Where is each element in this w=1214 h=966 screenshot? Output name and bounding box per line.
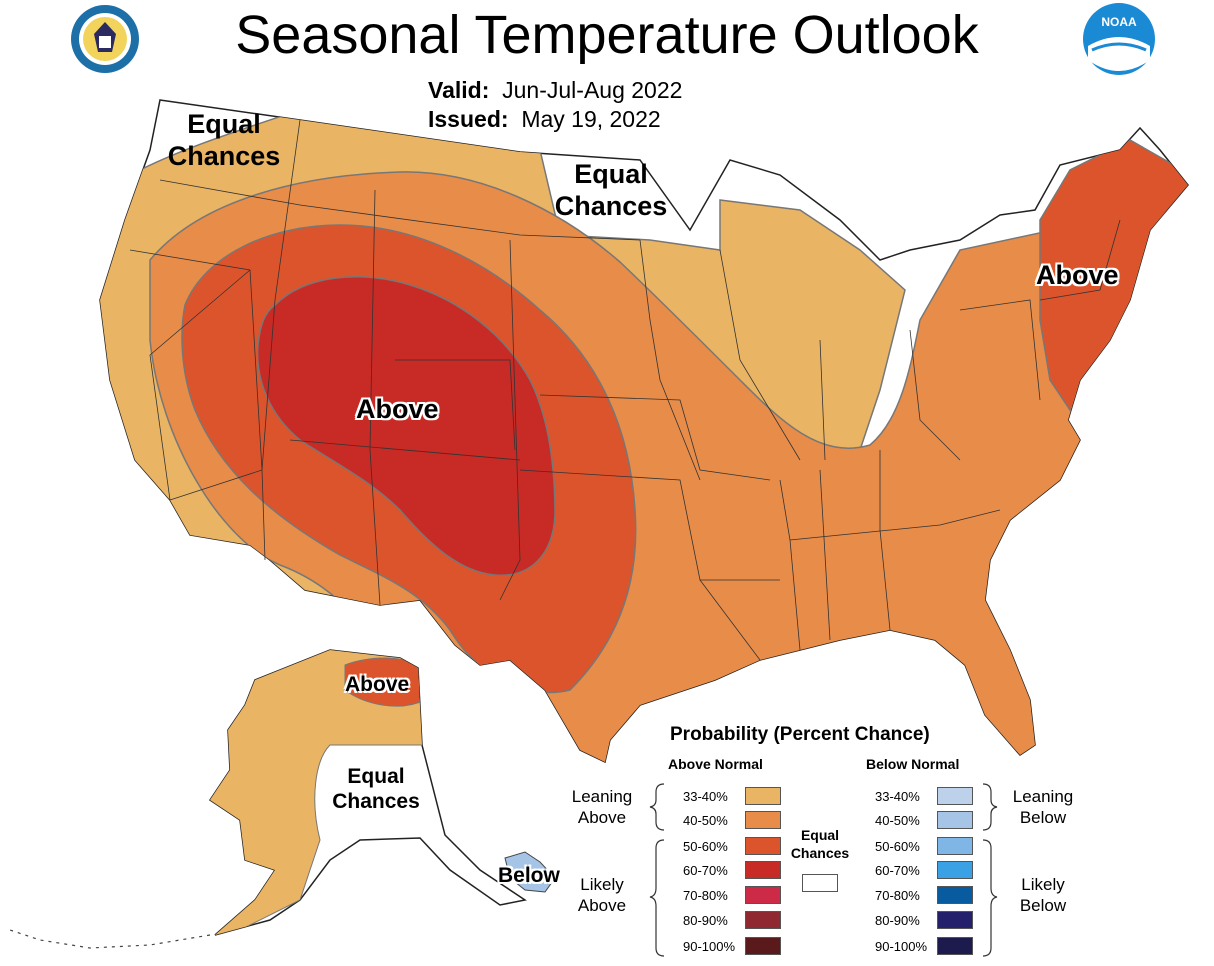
legend-leaning-below-label: Leaning Below xyxy=(1012,787,1074,827)
legend-title: Probability (Percent Chance) xyxy=(670,724,930,745)
legend-likely-below-label: Likely Below xyxy=(1019,875,1067,915)
alaska-below-islands xyxy=(504,851,556,893)
valid-line: Valid: Jun-Jul-Aug 2022 xyxy=(428,76,682,104)
valid-label: Valid: xyxy=(428,77,490,103)
valid-value: Jun-Jul-Aug 2022 xyxy=(502,77,683,103)
legend-likely-above-label: Likely Above xyxy=(577,875,627,915)
legend-below-range-label: 40-50% xyxy=(875,812,920,828)
legend-equal-chances-label: Equal Chances xyxy=(790,827,850,861)
legend-above-range-label: 40-50% xyxy=(683,812,728,828)
legend-below-range-label: 60-70% xyxy=(875,862,920,878)
legend-below-range-label: 70-80% xyxy=(875,887,920,903)
legend-below-row: 33-40% xyxy=(875,786,973,806)
noaa-logo: NOAA xyxy=(1082,2,1156,76)
legend-below-swatch xyxy=(937,937,973,955)
legend-below-swatch xyxy=(937,861,973,879)
legend-above-range-label: 90-100% xyxy=(683,938,736,954)
legend-above-range-label: 60-70% xyxy=(683,862,728,878)
noaa-logo-text: NOAA xyxy=(1101,15,1137,29)
legend-above-swatch xyxy=(745,811,781,829)
legend-above-range-label: 80-90% xyxy=(683,912,728,928)
issued-line: Issued: May 19, 2022 xyxy=(428,105,661,133)
commerce-seal-logo xyxy=(70,4,140,74)
legend-above-swatch xyxy=(745,837,781,855)
legend-below-row: 70-80% xyxy=(875,885,973,905)
legend-above-range-label: 70-80% xyxy=(683,887,728,903)
legend-above-row: 80-90% xyxy=(683,910,781,930)
label-alaska-above: Above xyxy=(345,673,410,696)
legend-below-row: 80-90% xyxy=(875,910,973,930)
legend-below-row: 60-70% xyxy=(875,860,973,880)
legend-below-swatch xyxy=(937,811,973,829)
label-west-equal-chances: Equal Chances xyxy=(167,109,281,171)
legend-above-row: 90-100% xyxy=(683,936,781,956)
legend-above-row: 50-60% xyxy=(683,836,781,856)
legend-above-range-label: 50-60% xyxy=(683,838,728,854)
legend-below-swatch xyxy=(937,911,973,929)
legend-below-range-label: 33-40% xyxy=(875,788,920,804)
legend-above-row: 33-40% xyxy=(683,786,781,806)
legend-above-swatch xyxy=(745,787,781,805)
legend-above-swatch xyxy=(745,937,781,955)
legend-below-range-label: 90-100% xyxy=(875,938,928,954)
legend-below-row: 90-100% xyxy=(875,936,973,956)
legend-brackets xyxy=(649,783,998,957)
legend-below-swatch xyxy=(937,837,973,855)
legend-below-row: 40-50% xyxy=(875,810,973,830)
legend-below-normal-header: Below Normal xyxy=(866,756,960,772)
alaska xyxy=(9,649,556,949)
aleutian-islands xyxy=(9,929,211,949)
legend-leaning-above-label: Leaning Above xyxy=(571,787,633,827)
page-title: Seasonal Temperature Outlook xyxy=(235,5,979,65)
legend-above-swatch xyxy=(745,861,781,879)
legend-below-swatch xyxy=(937,787,973,805)
state-borders xyxy=(129,119,1121,661)
label-west-above: Above xyxy=(356,394,439,424)
legend-below-row: 50-60% xyxy=(875,836,973,856)
issued-label: Issued: xyxy=(428,106,509,132)
legend-above-range-label: 33-40% xyxy=(683,788,728,804)
legend-below-range-label: 50-60% xyxy=(875,838,920,854)
legend-equal-chances-swatch xyxy=(802,874,838,892)
legend-above-normal-header: Above Normal xyxy=(668,756,763,772)
legend-above-row: 70-80% xyxy=(683,885,781,905)
legend-above-row: 40-50% xyxy=(683,810,781,830)
legend-above-row: 60-70% xyxy=(683,860,781,880)
legend-below-range-label: 80-90% xyxy=(875,912,920,928)
issued-value: May 19, 2022 xyxy=(521,106,661,132)
legend-above-swatch xyxy=(745,886,781,904)
label-alaska-below: Below xyxy=(498,864,560,887)
legend-below-swatch xyxy=(937,886,973,904)
label-northeast-above: Above xyxy=(1036,260,1119,290)
label-alaska-equal-chances: Equal Chances xyxy=(332,765,420,813)
legend-above-swatch xyxy=(745,911,781,929)
label-north-equal-chances: Equal Chances xyxy=(554,159,668,221)
